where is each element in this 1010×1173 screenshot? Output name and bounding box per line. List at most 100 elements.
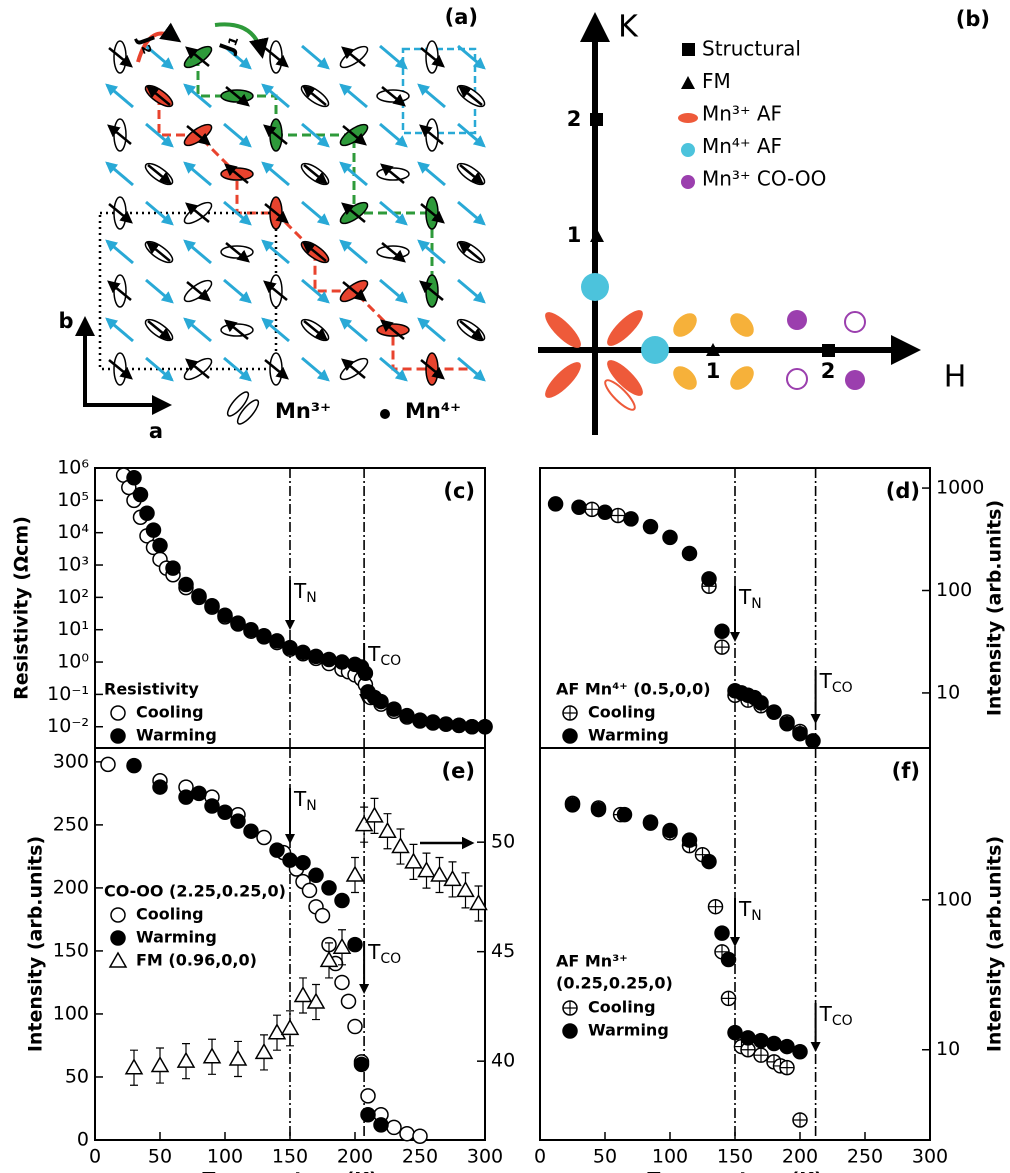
orbital-peak [730, 366, 754, 390]
x-tick-label: 300 [912, 1146, 948, 1168]
x-tick-label: 200 [782, 1146, 818, 1168]
data-point [779, 1059, 795, 1076]
legend-dot [380, 409, 390, 419]
marker-cross [611, 508, 625, 523]
data-point [347, 1018, 363, 1035]
data-point [132, 486, 149, 503]
spin-arrow [339, 317, 368, 343]
legend-marker [562, 705, 578, 721]
data-point [269, 633, 285, 649]
mn4-af-peak [581, 273, 609, 301]
transition-symbol: T [819, 669, 833, 693]
legend-label: Warming [136, 928, 217, 947]
legend-label: Warming [588, 726, 669, 745]
co-oo-peak [845, 370, 865, 390]
j1-label: J₁ [214, 32, 243, 58]
data-point [701, 571, 717, 587]
data-point [443, 869, 462, 887]
data-point [412, 1128, 428, 1144]
data-point [779, 716, 795, 732]
data-point [217, 804, 233, 821]
data-point [269, 842, 285, 858]
a-axis-label: a [149, 419, 163, 443]
spin-arrow [223, 200, 252, 226]
j2-label: J₂ [133, 31, 162, 57]
spin-arrow [224, 163, 249, 184]
spin-arrow [185, 202, 210, 223]
spin-arrow [380, 163, 405, 184]
spin-arrow [183, 83, 212, 109]
marker-cross [585, 502, 599, 517]
spin-arrow [186, 125, 211, 146]
spin-arrow [185, 358, 210, 379]
spin-arrow [108, 359, 133, 380]
spin-arrow [302, 85, 327, 106]
transition-symbol: T [738, 897, 752, 921]
data-point [464, 718, 480, 735]
y-tick-label: 0 [77, 1129, 89, 1151]
transition-label: TCO [819, 1002, 853, 1030]
orbital-peak [673, 366, 697, 390]
legend-marker [562, 1000, 578, 1016]
data-point [373, 1117, 389, 1133]
spin-arrow [301, 122, 330, 148]
data-point [282, 639, 298, 656]
x-tick-label: 100 [207, 1146, 243, 1168]
legend-label: Cooling [588, 998, 656, 1017]
data-point [623, 511, 639, 527]
y-tick-label: 10³ [57, 554, 89, 576]
spin-arrow [302, 241, 327, 262]
legend-label: Cooling [136, 905, 204, 924]
y-axis-title: Intensity (arb.units) [984, 500, 1006, 716]
data-point [321, 651, 337, 668]
data-point [282, 852, 298, 868]
spin-arrow [341, 202, 366, 223]
spin-arrow [339, 239, 368, 265]
x-tick-label: 100 [652, 1146, 688, 1168]
spin-arrow [261, 317, 290, 343]
spin-arrow [225, 242, 250, 263]
legend-label: Cooling [588, 703, 656, 722]
data-point [662, 529, 678, 546]
x-tick-label: 200 [337, 1146, 373, 1168]
data-point [124, 1058, 144, 1075]
y-tick-label: 200 [53, 876, 89, 898]
data-point [610, 507, 626, 524]
data-point [217, 607, 233, 623]
panel-label: (a) [445, 5, 478, 29]
x-tick-label: 250 [402, 1146, 438, 1168]
transition-subscript: CO [380, 653, 401, 669]
spin-arrow [303, 164, 328, 185]
data-point [267, 1023, 287, 1040]
mn3-af-peak [545, 362, 581, 398]
transition-symbol: T [293, 579, 307, 603]
spin-arrow [417, 83, 446, 109]
spin-arrow [420, 359, 445, 380]
mn4-af-peak [641, 336, 669, 364]
panel-label: (c) [443, 479, 475, 503]
spin-arrow [419, 280, 444, 301]
data-point [766, 704, 782, 720]
spin-arrow [183, 317, 212, 343]
data-point [295, 644, 311, 661]
spin-arrow [225, 86, 250, 107]
spin-arrow [301, 356, 330, 382]
data-point [642, 518, 659, 535]
data-point [412, 712, 428, 728]
data-point [386, 701, 402, 717]
spin-arrow [263, 280, 288, 301]
marker-cross [563, 1001, 577, 1015]
spin-arrow [341, 358, 366, 379]
data-point [616, 806, 633, 823]
h-tick: 1 [706, 359, 721, 383]
data-point [779, 1038, 795, 1055]
spin-arrow [458, 241, 483, 262]
spin-arrow [379, 278, 408, 304]
data-point [753, 695, 769, 711]
spin-arrow [223, 356, 252, 382]
data-point [191, 785, 207, 802]
legend-marker [110, 907, 126, 923]
y-tick-label: 50 [65, 1065, 89, 1087]
data-point [150, 1056, 170, 1073]
y-tick-label: 10² [57, 586, 89, 608]
